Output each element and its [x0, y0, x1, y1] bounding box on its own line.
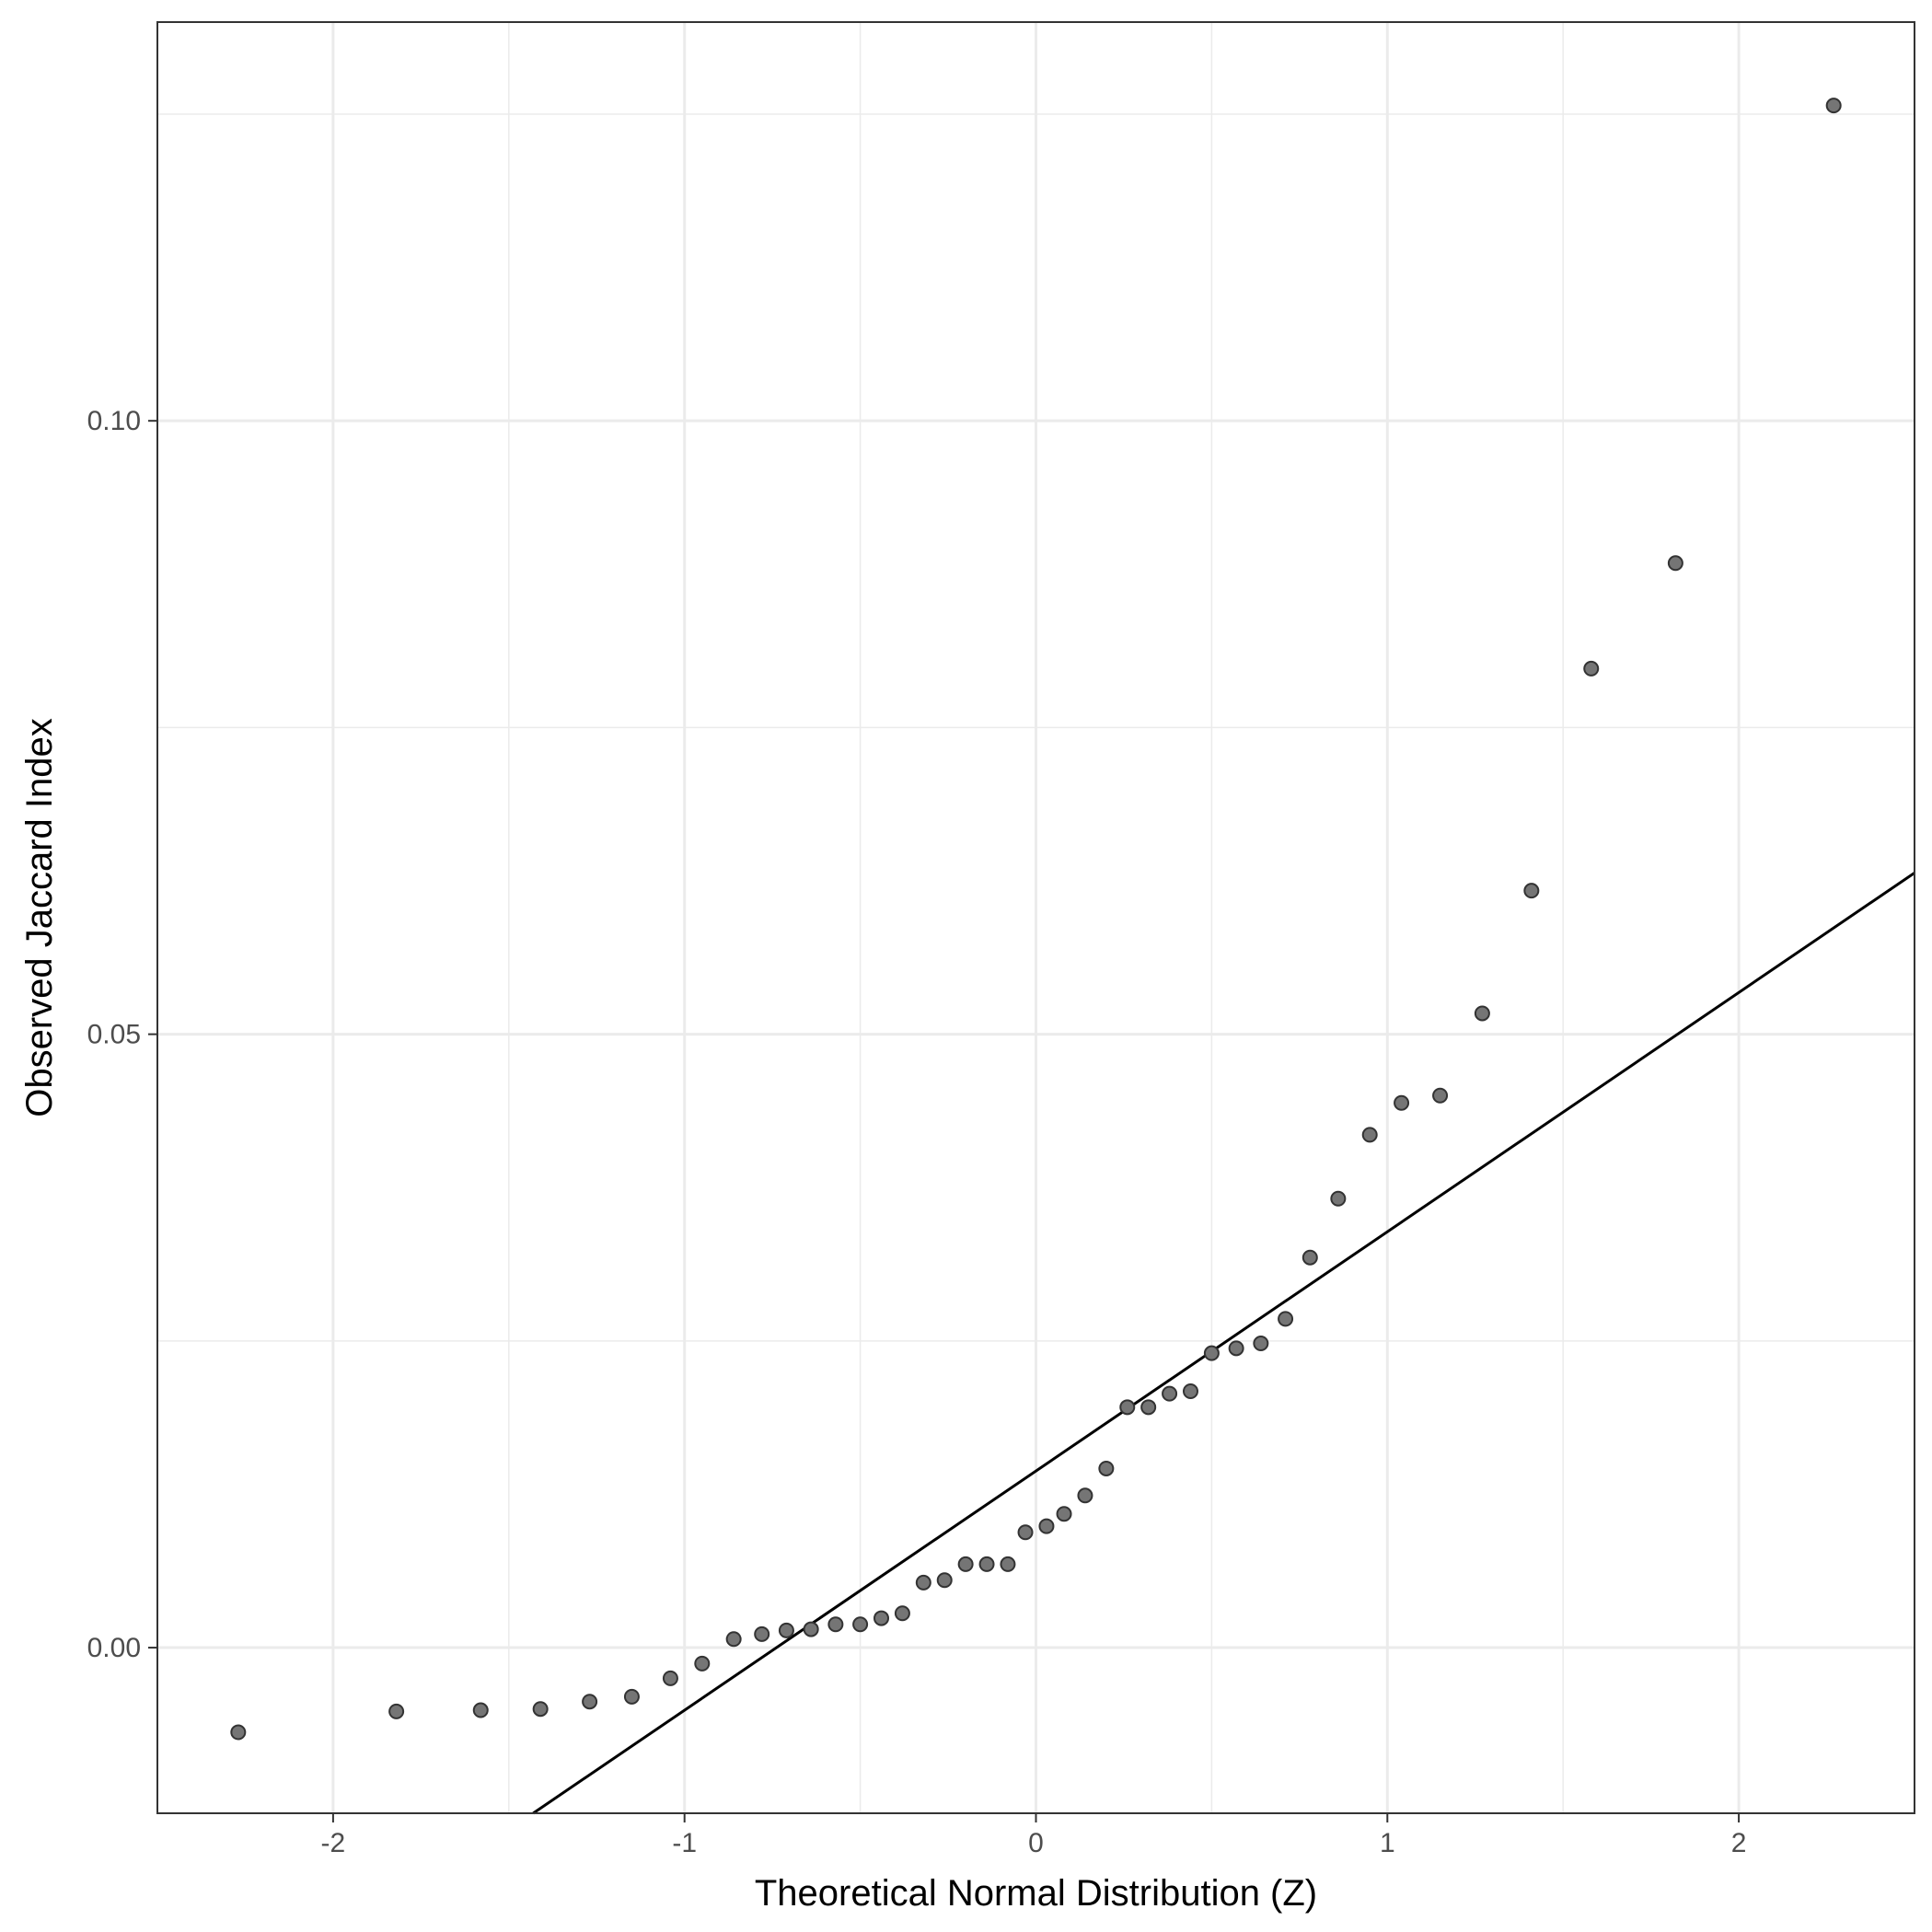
data-point: [1140, 1399, 1157, 1416]
x-tick-label: 1: [1380, 1828, 1395, 1858]
data-point: [388, 1703, 405, 1719]
data-point: [662, 1670, 678, 1686]
data-point: [936, 1572, 953, 1589]
data-point: [1474, 1005, 1490, 1022]
reference-line: [532, 872, 1915, 1815]
y-tick-label: 0.10: [87, 406, 141, 436]
data-point: [1203, 1345, 1220, 1361]
x-axis-title: Theoretical Normal Distribution (Z): [755, 1873, 1317, 1914]
x-tick-label: 0: [1028, 1828, 1044, 1858]
data-point: [1253, 1336, 1269, 1352]
data-point: [1000, 1556, 1016, 1572]
data-point: [894, 1605, 910, 1622]
reference-line-layer: [532, 872, 1915, 1815]
data-point: [694, 1655, 711, 1672]
data-point: [532, 1701, 549, 1718]
data-point: [852, 1616, 869, 1633]
y-axis-ticks: 0.00 0.05 0.10: [87, 406, 157, 1663]
data-point: [1098, 1460, 1115, 1476]
data-point: [915, 1574, 931, 1591]
x-tick-label: -2: [321, 1828, 346, 1858]
data-point: [1278, 1311, 1294, 1327]
major-gridlines: [157, 22, 1915, 1813]
data-point: [1017, 1524, 1034, 1541]
data-point: [725, 1631, 742, 1648]
data-point: [1162, 1385, 1178, 1402]
data-point: [957, 1556, 974, 1572]
data-point: [1825, 98, 1842, 114]
y-axis-title: Observed Jaccard Index: [19, 718, 60, 1117]
data-point: [1056, 1506, 1072, 1522]
data-point: [623, 1688, 640, 1705]
data-point: [754, 1625, 770, 1642]
data-point: [1228, 1340, 1244, 1357]
data-point: [1182, 1382, 1198, 1399]
data-points: [230, 98, 1842, 1741]
data-point: [582, 1694, 598, 1710]
y-tick-label: 0.00: [87, 1633, 141, 1663]
data-point: [1038, 1518, 1055, 1534]
data-point: [1301, 1249, 1318, 1266]
data-point: [1394, 1094, 1410, 1111]
data-point: [873, 1610, 890, 1626]
data-point: [1667, 555, 1683, 572]
data-point: [1119, 1399, 1136, 1416]
data-point: [230, 1724, 247, 1741]
data-point: [1432, 1087, 1449, 1104]
data-point: [778, 1622, 794, 1638]
data-point: [803, 1621, 819, 1637]
x-tick-label: -1: [672, 1828, 697, 1858]
data-point: [1361, 1127, 1378, 1143]
data-point: [1330, 1190, 1347, 1207]
data-point: [1523, 883, 1540, 899]
x-tick-label: 2: [1731, 1828, 1747, 1858]
data-point: [827, 1616, 844, 1633]
data-point: [1583, 660, 1600, 677]
data-point: [978, 1556, 995, 1572]
y-tick-label: 0.05: [87, 1020, 141, 1050]
x-axis-ticks: -2 -1 0 1 2: [321, 1813, 1747, 1858]
data-point: [472, 1702, 489, 1718]
data-point: [1077, 1487, 1093, 1504]
